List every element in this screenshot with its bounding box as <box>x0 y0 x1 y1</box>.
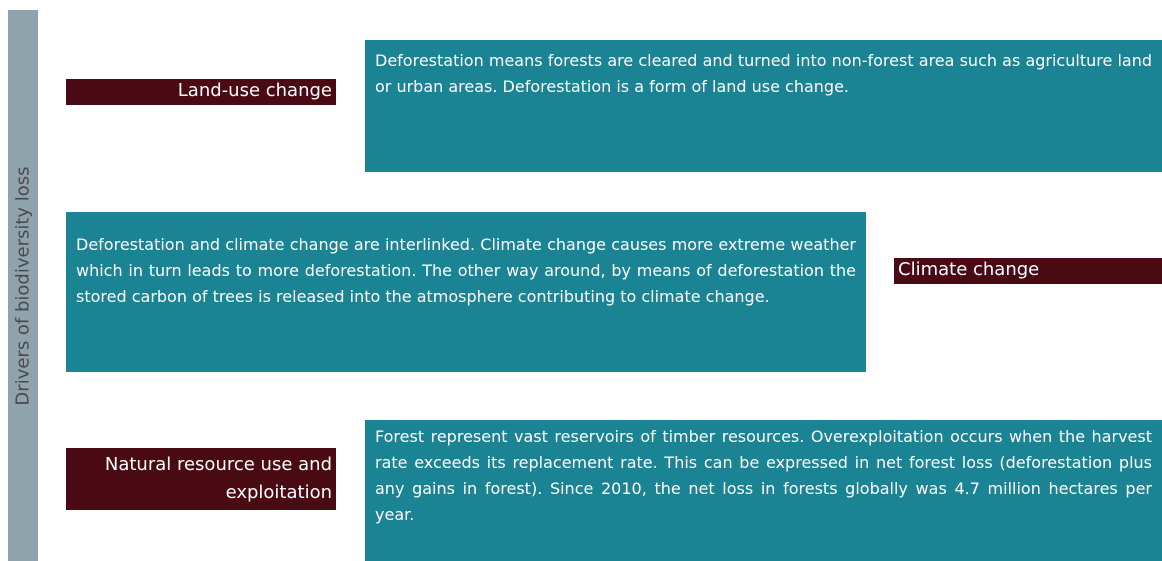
driver-label: Natural resource use and exploitation <box>66 448 336 510</box>
driver-label: Land-use change <box>66 79 336 105</box>
driver-text: Forest represent vast reservoirs of timb… <box>365 420 1162 561</box>
driver-text: Deforestation and climate change are int… <box>66 212 866 372</box>
side-bar: Drivers of biodiversity loss <box>8 10 38 561</box>
side-label: Drivers of biodiversity loss <box>12 165 34 406</box>
driver-text: Deforestation means forests are cleared … <box>365 40 1162 172</box>
driver-label: Climate change <box>894 258 1162 284</box>
